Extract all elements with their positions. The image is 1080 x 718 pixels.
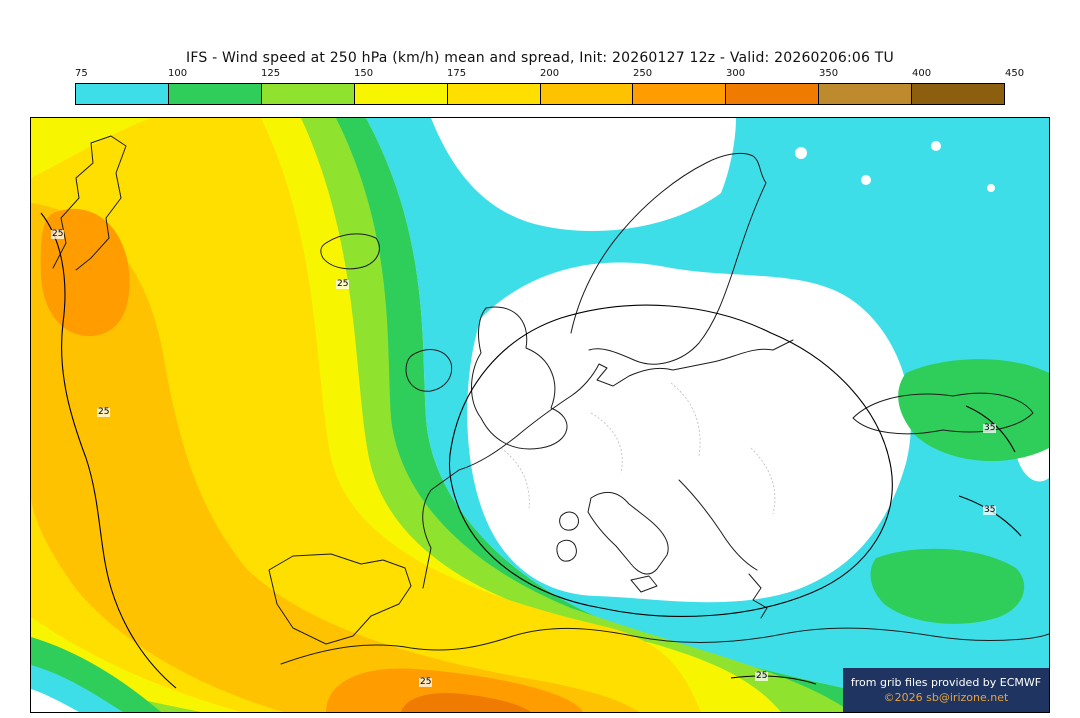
white-patch	[931, 141, 941, 151]
colorbar-tick: 125	[261, 68, 281, 79]
colorbar-tick: 450	[1005, 68, 1025, 79]
coastline-north-africa	[280, 627, 1049, 665]
coastline-great-britain	[471, 306, 568, 450]
coastline-islands-mediterranean	[556, 511, 658, 593]
credit-box: from grib files provided by ECMWF ©2026 …	[843, 668, 1049, 712]
contour-label: 35	[983, 505, 997, 515]
fill-region-white-scandinavia	[431, 118, 736, 232]
colorbar-tick: 350	[819, 68, 839, 79]
colorbar-segment	[819, 84, 913, 104]
wind-speed-map	[31, 118, 1049, 712]
contour-label: 25	[51, 229, 65, 239]
colorbar-segment	[540, 84, 634, 104]
fill-region-green-southeast	[870, 548, 1025, 624]
coastline-black-sea	[852, 392, 1034, 435]
contour-label: 25	[336, 279, 350, 289]
coastline-continental-europe	[422, 339, 794, 589]
colorbar-tick: 200	[540, 68, 560, 79]
colorbar-segment	[261, 84, 355, 104]
white-patch	[795, 147, 807, 159]
admin-border	[590, 412, 623, 474]
contour-label: 25	[419, 677, 433, 687]
contour-core-orange-south	[326, 668, 583, 712]
contour-label: 25	[755, 671, 769, 681]
colorbar-tick: 300	[726, 68, 746, 79]
colorbar-tick: 400	[912, 68, 932, 79]
coastline-greenland	[52, 135, 127, 271]
contour-core-darkorange-south	[401, 692, 531, 712]
colorbar-tick: 175	[447, 68, 467, 79]
coastline-ireland	[405, 349, 453, 392]
coastline-iberia	[268, 553, 412, 645]
coastline-balkans-greece	[678, 479, 768, 619]
spread-contour-west	[40, 212, 177, 689]
contour-core-orange-northwest	[40, 208, 130, 337]
colorbar-segment	[726, 84, 820, 104]
spread-contour-south	[730, 675, 817, 685]
colorbar-segment	[633, 84, 727, 104]
spread-contour-europe-loop	[448, 304, 893, 617]
colorbar	[75, 83, 1005, 105]
white-patch	[861, 175, 871, 185]
colorbar-tick: 100	[168, 68, 188, 79]
corner-band-white	[31, 689, 79, 712]
credit-line-copyright: ©2026 sb@irizone.net	[883, 691, 1009, 704]
coastline-scandinavia	[570, 152, 767, 365]
colorbar-segment	[912, 84, 1005, 104]
map-panel: 25 25 25 25 25 35 35 from grib files pro…	[30, 117, 1050, 713]
admin-border	[670, 382, 701, 457]
white-patch	[987, 184, 995, 192]
colorbar-segment	[168, 84, 262, 104]
contour-band-amber	[31, 203, 639, 712]
contour-label: 35	[983, 423, 997, 433]
colorbar-tick: 150	[354, 68, 374, 79]
colorbar-tick: 75	[75, 68, 88, 79]
credit-line-source: from grib files provided by ECMWF	[850, 676, 1042, 689]
colorbar-segment	[354, 84, 448, 104]
colorbar-tick: 250	[633, 68, 653, 79]
colorbar-segment	[76, 84, 169, 104]
coastline-iceland	[320, 233, 380, 270]
fill-region-white-central-europe	[467, 262, 911, 603]
contour-label: 25	[97, 407, 111, 417]
colorbar-segment	[447, 84, 541, 104]
chart-title: IFS - Wind speed at 250 hPa (km/h) mean …	[186, 50, 894, 66]
coastline-italy	[587, 491, 669, 575]
